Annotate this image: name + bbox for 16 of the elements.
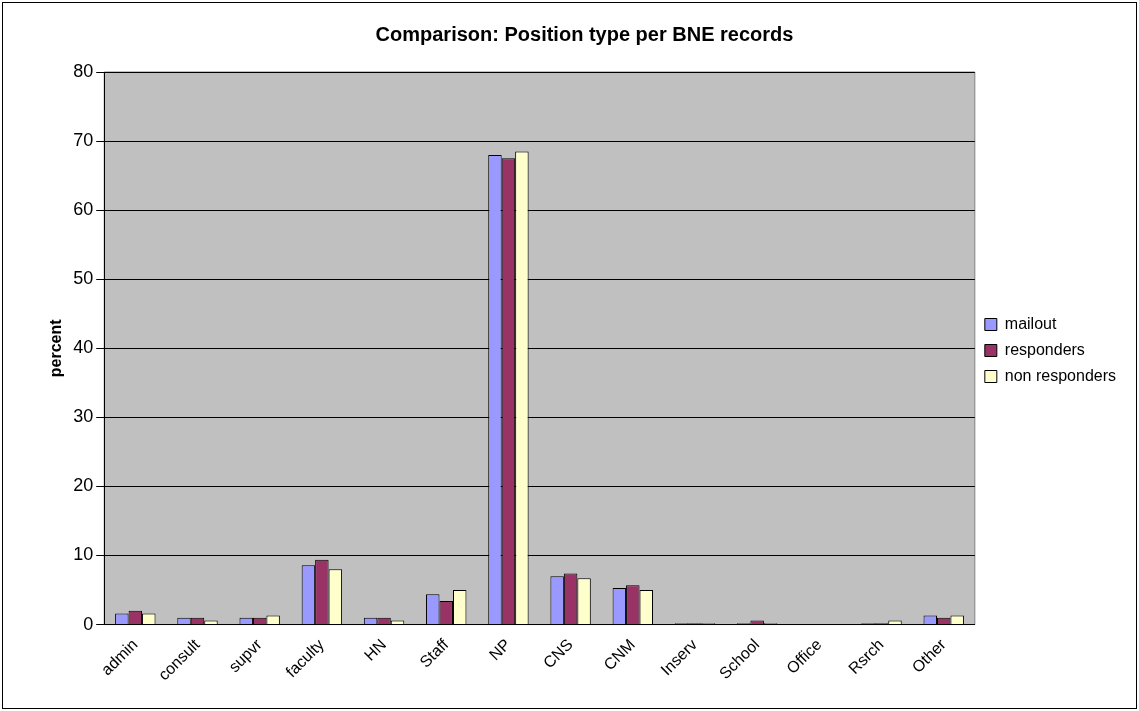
y-tick-label: 40 <box>73 337 94 358</box>
x-tick-label: HN <box>360 635 390 664</box>
y-tick-label: 10 <box>73 544 94 565</box>
y-axis-title: percent <box>47 318 65 378</box>
y-tick-label: 50 <box>73 268 94 289</box>
legend-label: responders <box>1004 340 1085 358</box>
chart-title: Comparison: Position type per BNE records <box>375 22 794 45</box>
y-tick-label: 20 <box>73 475 94 496</box>
y-tick-label: 80 <box>73 60 94 81</box>
y-tick-label: 70 <box>73 130 94 151</box>
y-tick-label: 60 <box>73 199 94 220</box>
legend-label: non responders <box>1004 366 1116 384</box>
x-tick-label: NP <box>485 635 514 664</box>
legend-label: mailout <box>1004 314 1057 332</box>
y-tick-label: 0 <box>83 613 94 634</box>
y-tick-label: 30 <box>73 406 94 427</box>
